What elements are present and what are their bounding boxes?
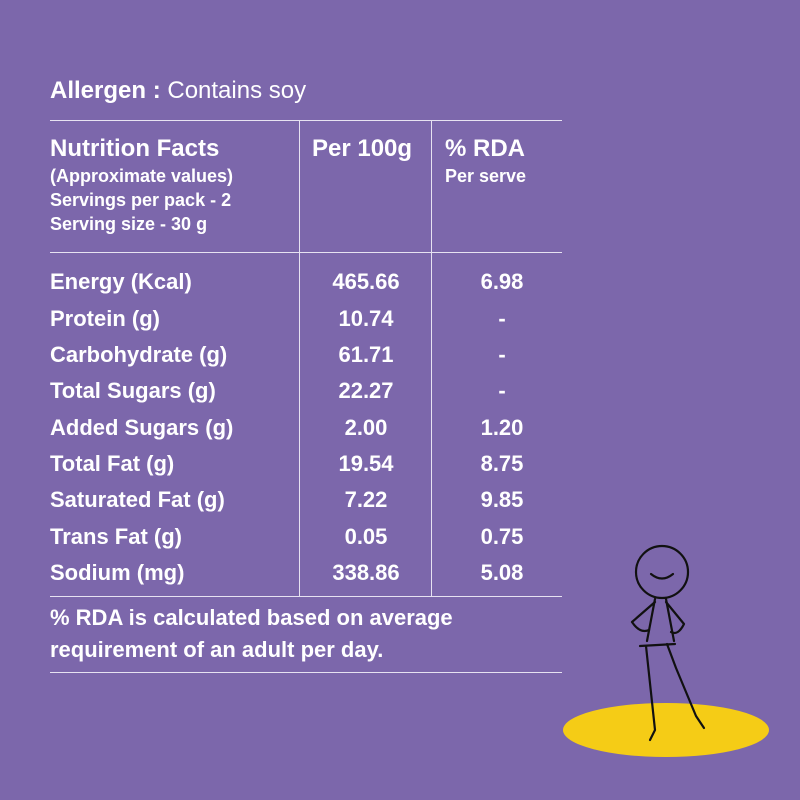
stick-figure-icon (630, 544, 706, 742)
nutrient-rda: 1.20 (480, 415, 524, 440)
nutrient-name: Total Fat (g) (50, 451, 175, 476)
nutrient-per-100g: 7.22 (344, 487, 388, 512)
nutrient-name: Sodium (mg) (50, 560, 185, 585)
column-header-rda: % RDA (445, 135, 526, 162)
nutrient-per-100g: 338.86 (332, 560, 400, 585)
nutrient-name: Carbohydrate (g) (50, 342, 228, 367)
nutrient-per-100g: 465.66 (332, 269, 400, 294)
nutrient-name: Trans Fat (g) (50, 524, 183, 549)
yellow-ground-spot (563, 703, 769, 757)
nutrient-name: Protein (g) (50, 306, 160, 331)
column-divider-2 (431, 120, 432, 596)
nutrient-per-100g: 22.27 (338, 378, 394, 403)
allergen-label: Allergen : (50, 77, 161, 104)
rda-footnote: % RDA is calculated based on average req… (50, 605, 453, 662)
nutrient-name: Energy (Kcal) (50, 269, 192, 294)
nutrient-name: Added Sugars (g) (50, 415, 234, 440)
footnote-bottom-rule (50, 672, 562, 673)
nutrient-rda: 5.08 (480, 560, 524, 585)
nutrient-rda: - (498, 342, 506, 367)
nutrient-rda: 6.98 (480, 269, 524, 294)
header-subtitle-line-2: Servings per pack - 2 (50, 190, 232, 210)
nutrient-rda: - (498, 378, 506, 403)
nutrition-facts-title: Nutrition Facts (50, 135, 220, 162)
column-subheader-per-serve: Per serve (445, 166, 527, 186)
column-header-per-100g: Per 100g (312, 135, 413, 162)
allergen-value: Contains soy (167, 77, 307, 104)
column-divider-1 (299, 120, 300, 596)
header-subtitle-line-1: (Approximate values) (50, 166, 234, 186)
nutrient-name: Saturated Fat (g) (50, 487, 225, 512)
nutrient-per-100g: 19.54 (338, 451, 394, 476)
nutrient-per-100g: 61.71 (338, 342, 394, 367)
table-top-rule (50, 120, 562, 121)
nutrient-per-100g: 2.00 (344, 415, 388, 440)
header-separator-rule (50, 252, 562, 253)
nutrient-rda: 0.75 (480, 524, 524, 549)
nutrient-per-100g: 0.05 (344, 524, 388, 549)
header-subtitle-line-3: Serving size - 30 g (50, 214, 208, 234)
stick-figure-illustration (563, 544, 769, 757)
nutrient-rda: - (498, 306, 506, 331)
table-bottom-rule (50, 596, 562, 597)
nutrient-name: Total Sugars (g) (50, 378, 216, 403)
nutrient-rda: 8.75 (480, 451, 524, 476)
nutrient-per-100g: 10.74 (338, 306, 394, 331)
allergen-statement: Allergen : Contains soy (50, 76, 306, 106)
nutrient-rda: 9.85 (480, 487, 524, 512)
